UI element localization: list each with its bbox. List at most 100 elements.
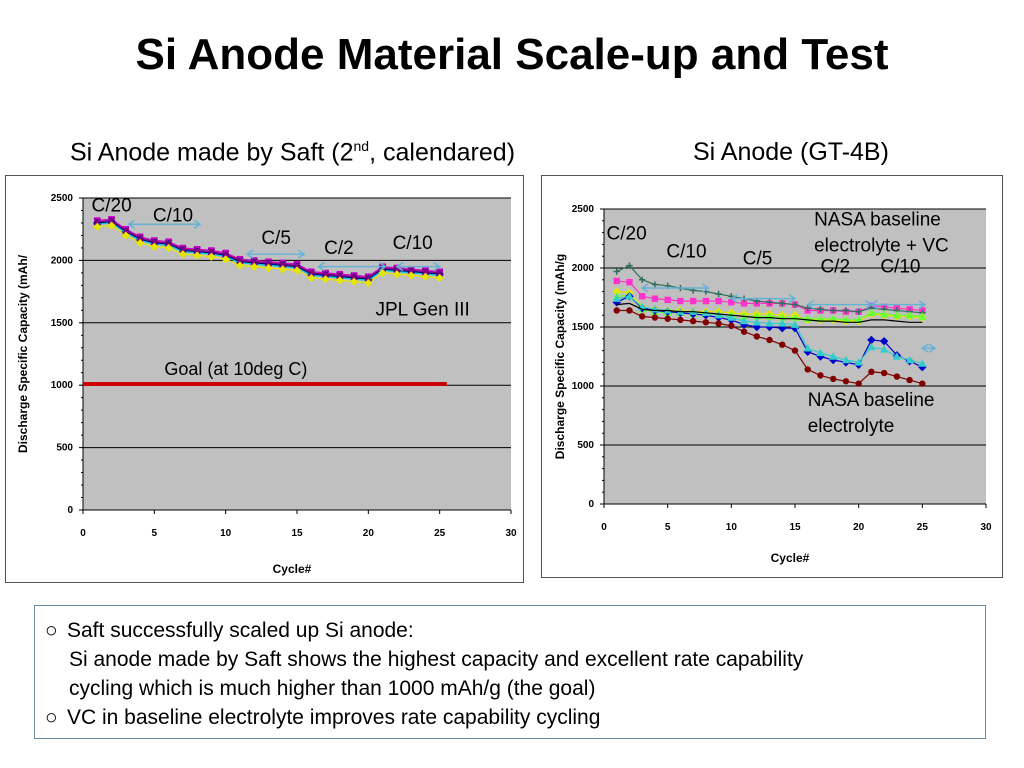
y-tick-label: 1500: [572, 322, 595, 333]
rate-arrow: [640, 283, 710, 293]
data-point: [364, 274, 373, 282]
data-point: [791, 301, 799, 308]
bullet-continuation: cycling which is much higher than 1000 m…: [69, 677, 596, 700]
data-point: [715, 290, 722, 298]
data-point: [714, 311, 723, 319]
data-point: [854, 358, 863, 366]
data-point: [336, 271, 344, 280]
annotation-label: C/5: [261, 228, 291, 249]
data-point: [728, 322, 735, 330]
data-point: [817, 306, 824, 313]
bullet-marker: ○: [45, 706, 58, 729]
bullet-marker: ○: [45, 619, 58, 642]
data-point: [854, 315, 863, 324]
data-point: [842, 378, 850, 385]
rate-arrow: [245, 249, 306, 259]
data-point: [664, 296, 671, 304]
bullet-item-1: ○ Saft successfully scaled up Si anode:: [45, 616, 975, 645]
data-point: [612, 294, 621, 302]
y-axis-label: Discharge Specific Capacity (mAh/: [16, 254, 30, 453]
left-subtitle-main: Si Anode made by Saft (2: [70, 138, 354, 167]
rate-arrow: [317, 262, 387, 272]
left-subtitle-end: , calendared): [369, 138, 516, 167]
data-point: [816, 314, 825, 322]
data-point: [221, 250, 230, 258]
rate-arrow: [870, 299, 927, 310]
data-point: [150, 237, 159, 246]
data-point: [307, 269, 315, 277]
data-point: [421, 267, 430, 276]
y-tick-label: 1500: [51, 318, 74, 329]
annotation-label: C/2: [820, 257, 850, 278]
x-tick-label: 5: [665, 522, 671, 533]
x-tick-label: 10: [726, 522, 738, 533]
data-point: [613, 307, 620, 314]
annotation-label: C/5: [743, 248, 773, 269]
data-point: [136, 234, 144, 242]
annotation-label: NASA baseline: [808, 390, 935, 411]
y-axis-label: Discharge Specific Capacity (mAh/g: [553, 254, 567, 459]
annotation-label: JPL Gen III: [375, 299, 469, 320]
x-tick-label: 10: [220, 528, 232, 539]
goal-label: Goal (at 10deg C): [164, 359, 307, 379]
right-chart: 0 500 1000 1500 2000 2500 0 5 10 15 20 25 30 Cycle# Di…: [553, 204, 992, 565]
annotation-label: C/10: [880, 257, 920, 278]
data-point: [715, 297, 722, 305]
series-line-base-4: [616, 302, 923, 323]
y-tick-label: 2500: [572, 204, 595, 215]
annotation-label: C/10: [666, 241, 706, 262]
x-tick-label: 25: [917, 522, 929, 533]
y-tick-label: 500: [56, 443, 73, 454]
data-point: [321, 270, 330, 278]
y-tick-label: 2000: [51, 255, 74, 266]
data-point: [677, 316, 684, 324]
data-point: [919, 380, 926, 387]
data-point: [613, 268, 620, 275]
x-tick-label: 0: [80, 528, 86, 539]
data-point: [918, 359, 927, 367]
data-point: [753, 333, 760, 340]
data-point: [626, 262, 633, 269]
y-tick-label: 0: [588, 499, 594, 510]
x-axis-label: Cycle#: [273, 562, 312, 576]
data-point: [613, 277, 620, 285]
y-tick-label: 2500: [51, 193, 74, 204]
data-point: [727, 313, 736, 321]
data-point: [639, 276, 646, 283]
data-point: [625, 292, 634, 300]
data-point: [689, 297, 697, 305]
data-point: [829, 352, 838, 360]
data-point: [868, 368, 875, 376]
annotation-label: C/10: [393, 233, 433, 254]
data-point: [867, 335, 876, 345]
data-point: [739, 316, 749, 325]
data-point: [779, 300, 786, 307]
data-point: [918, 312, 927, 320]
data-point: [855, 308, 862, 315]
right-chart-subtitle: Si Anode (GT-4B): [693, 138, 889, 166]
data-point: [122, 226, 130, 235]
annotation-label: electrolyte + VC: [814, 235, 949, 256]
summary-box: ○ Saft successfully scaled up Si anode: S…: [34, 605, 986, 739]
data-point: [855, 380, 862, 387]
data-point: [829, 314, 838, 322]
data-point: [830, 307, 837, 314]
data-point: [791, 347, 799, 354]
data-point: [817, 372, 824, 379]
left-chart: 0 500 1000 1500 2000 2500 0 5 10 15 20 25 30 Cycle# Di…: [16, 193, 517, 576]
data-point: [804, 366, 811, 373]
bullet-continuation: Si anode made by Saft shows the highest …: [69, 648, 804, 671]
slide-title: Si Anode Material Scale-up and Test: [135, 30, 889, 79]
y-tick-label: 0: [67, 505, 73, 516]
data-point: [740, 328, 748, 335]
data-point: [790, 320, 800, 328]
y-tick-label: 1000: [572, 381, 595, 392]
bullet-text: VC in baseline electrolyte improves rate…: [67, 706, 601, 729]
data-point: [905, 311, 914, 319]
data-point: [236, 256, 244, 265]
data-point: [816, 348, 825, 357]
data-point: [766, 336, 773, 344]
data-point: [435, 269, 444, 277]
x-tick-label: 15: [291, 528, 303, 539]
y-tick-label: 2000: [572, 263, 595, 274]
